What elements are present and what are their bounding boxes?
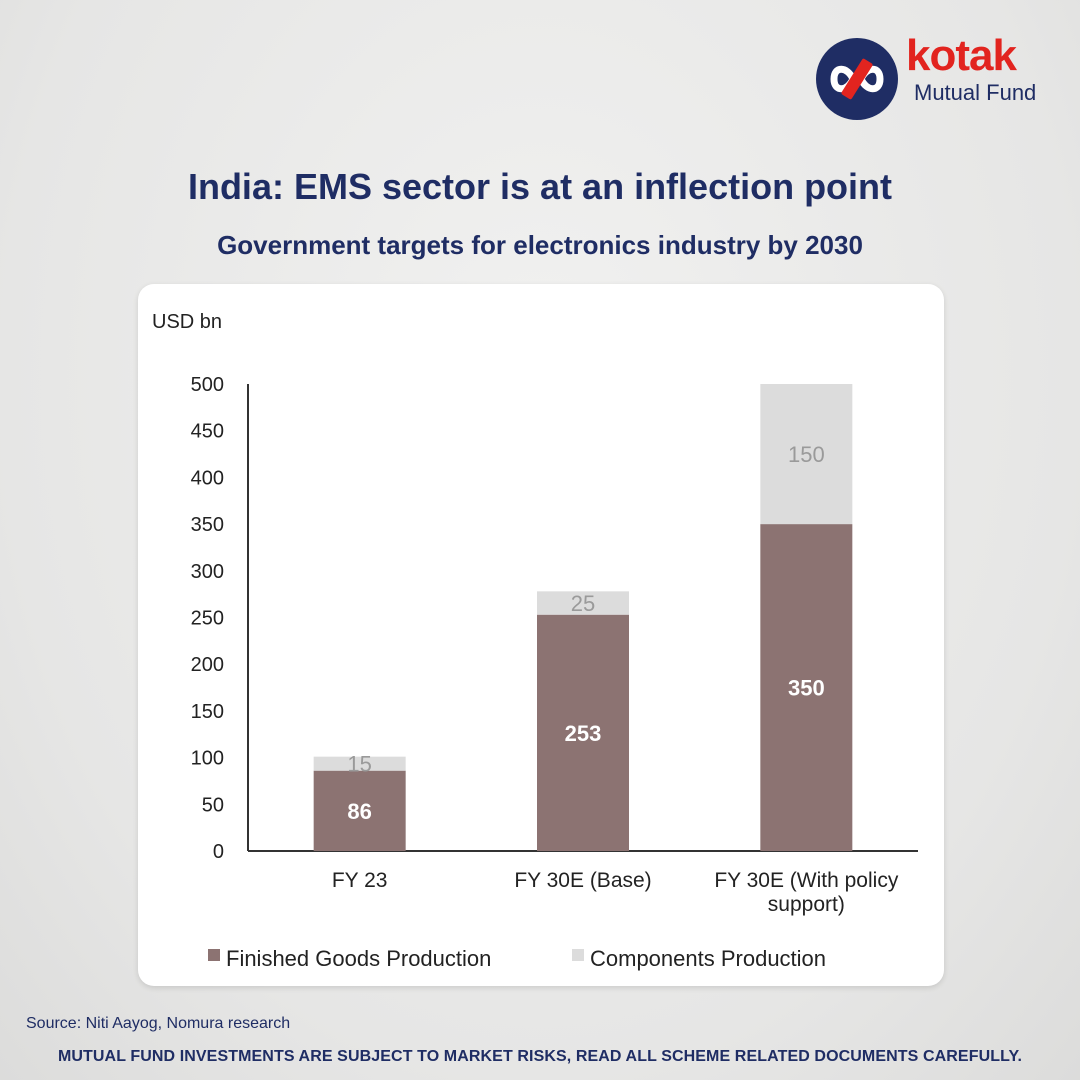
legend-label-components: Components Production bbox=[590, 946, 826, 971]
bar-finished-goods bbox=[313, 770, 406, 851]
y-axis-label: USD bn bbox=[152, 311, 222, 333]
data-label-finished-goods: 86 bbox=[347, 799, 371, 824]
y-tick-label: 400 bbox=[191, 467, 224, 489]
y-tick-label: 0 bbox=[213, 841, 224, 863]
bar-components bbox=[537, 591, 629, 615]
data-label-components: 25 bbox=[571, 591, 595, 616]
stacked-bar-chart: USD bn 0 50 100 150 200 250 300 350 400 450 500 86 15… bbox=[152, 311, 918, 971]
legend-swatch-finished-goods bbox=[208, 949, 220, 961]
legend-label-finished-goods: Finished Goods Production bbox=[226, 946, 491, 971]
x-tick-label: FY 30E (Base) bbox=[514, 869, 651, 892]
legend-swatch-components bbox=[572, 949, 584, 961]
source-note: Source: Niti Aayog, Nomura research bbox=[26, 1015, 291, 1032]
y-tick-label: 300 bbox=[191, 561, 224, 583]
y-tick-label: 450 bbox=[191, 421, 224, 443]
bar-finished-goods bbox=[537, 614, 629, 851]
data-label-finished-goods: 253 bbox=[565, 721, 602, 746]
x-tick-label: support) bbox=[768, 893, 845, 916]
x-tick-label: FY 30E (With policy bbox=[714, 869, 899, 892]
page-title: India: EMS sector is at an inflection po… bbox=[187, 166, 893, 207]
bar-components bbox=[313, 756, 406, 771]
brand-name: kotak bbox=[906, 31, 1017, 80]
data-label-finished-goods: 350 bbox=[788, 676, 825, 701]
page-subtitle: Government targets for electronics indus… bbox=[217, 230, 863, 260]
y-tick-label: 250 bbox=[191, 608, 224, 630]
bar-finished-goods bbox=[760, 524, 853, 851]
brand-tagline: Mutual Fund bbox=[914, 80, 1037, 105]
y-tick-label: 500 bbox=[191, 374, 224, 396]
x-tick-label: FY 23 bbox=[332, 869, 388, 892]
y-tick-label: 50 bbox=[202, 794, 224, 816]
kotak-logo: kotak Mutual Fund bbox=[814, 30, 1059, 120]
data-label-components: 150 bbox=[788, 442, 825, 467]
disclaimer: MUTUAL FUND INVESTMENTS ARE SUBJECT TO M… bbox=[57, 1048, 1023, 1065]
data-label-components: 15 bbox=[347, 752, 371, 777]
y-tick-label: 150 bbox=[191, 701, 224, 723]
chart-card: USD bn 0 50 100 150 200 250 300 350 400 450 500 86 15… bbox=[138, 284, 944, 986]
kotak-infinity-logo-icon bbox=[816, 38, 898, 120]
bar-components bbox=[760, 384, 853, 525]
y-tick-label: 100 bbox=[191, 748, 224, 770]
y-tick-label: 200 bbox=[191, 654, 224, 676]
y-tick-label: 350 bbox=[191, 514, 224, 536]
